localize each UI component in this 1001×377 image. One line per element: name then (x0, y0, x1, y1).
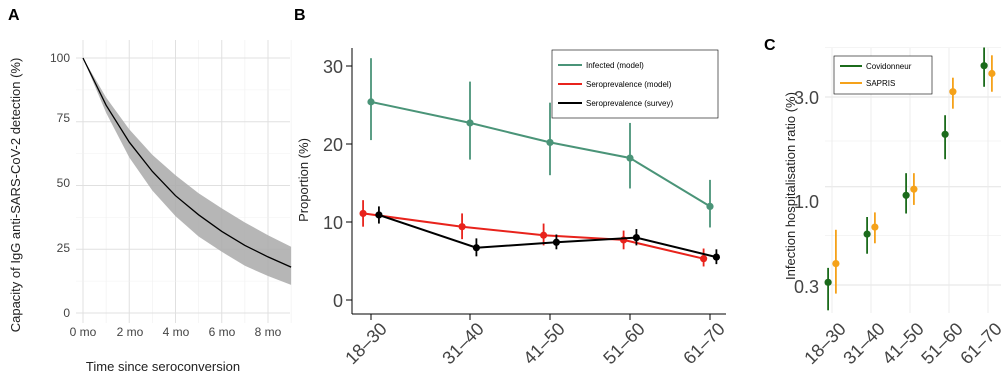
panel-b-legend: Infected (model) Seroprevalence (model) … (551, 49, 719, 119)
panel-c-x-ticks: 18–30 31–40 41–50 51–60 61–70 (800, 319, 1001, 369)
panel-c-point-sapris (949, 88, 957, 96)
panel-b-point-infected-model (626, 154, 634, 162)
panel-b-point-infected-model (706, 202, 714, 210)
panel-b-x-ticks: 18–30 31–40 41–50 51–60 61–70 (341, 314, 729, 368)
panel-b-point-seroprevalence-survey (375, 211, 383, 219)
panel-c-y-axis-title: Infection hospitalisation ratio (%) (783, 92, 798, 280)
panel-a-xtick-0: 0 mo (70, 325, 97, 339)
panel-c-point-covidonneur (824, 278, 832, 286)
panel-b-point-infected-model (546, 138, 554, 147)
panel-a-grid (76, 40, 292, 323)
panel-a-letter: A (8, 7, 20, 24)
panel-c-ytick-03: 0.3 (794, 277, 819, 297)
panel-a-x-ticks: 0 mo 2 mo 4 mo 6 mo 8 mo (70, 325, 282, 339)
panel-c-point-covidonneur (902, 191, 910, 199)
panel-b-point-seroprevalence-model (700, 255, 708, 263)
panel-a-xtick-6: 6 mo (209, 325, 236, 339)
panel-a-ytick-100: 100 (50, 51, 70, 65)
panel-a-xtick-2: 2 mo (117, 325, 144, 339)
panel-b-point-seroprevalence-model (359, 209, 367, 218)
legend-label-seroprevalence-survey: Seroprevalence (survey) (586, 99, 673, 108)
panel-a-ytick-0: 0 (63, 306, 70, 320)
panel-b-point-infected-model (466, 119, 474, 127)
panel-b-point-seroprevalence-model (540, 231, 548, 239)
panel-b-point-seroprevalence-survey (712, 253, 721, 261)
panel-b-ytick-30: 30 (323, 57, 343, 77)
panel-c-point-sapris (988, 69, 996, 78)
panel-b-ytick-20: 20 (323, 135, 343, 155)
panel-b-series (359, 58, 721, 267)
panel-a-xtick-8: 8 mo (255, 325, 282, 339)
panel-b-point-seroprevalence-survey (632, 234, 641, 242)
panel-a-ytick-75: 75 (57, 111, 71, 125)
panel-c-y-ticks: 3.0 1.0 0.3 (794, 88, 819, 297)
panel-b-point-seroprevalence-survey (472, 244, 480, 252)
panel-b-ytick-10: 10 (323, 213, 343, 233)
panel-a-ytick-25: 25 (57, 241, 71, 255)
panel-a-confidence-band (83, 58, 292, 285)
panel-b-xtick-51-60: 51–60 (599, 319, 649, 369)
panel-b: B 0 10 20 30 18–30 31–40 41–50 51–60 61–… (294, 7, 729, 368)
panel-b-y-axis-title: Proportion (%) (296, 138, 311, 222)
panel-b-line-seroprevalence-model (362, 212, 704, 260)
panel-b-xtick-61-70: 61–70 (679, 319, 729, 369)
panel-c-xtick-61-70: 61–70 (956, 319, 1001, 369)
panel-b-point-seroprevalence-survey (552, 238, 561, 246)
panel-b-letter: B (294, 7, 306, 24)
panel-c-xtick-51-60: 51–60 (917, 319, 967, 369)
panel-c-point-covidonneur (941, 130, 949, 138)
panel-c-series (824, 47, 996, 311)
panel-c-legend-box (833, 55, 933, 95)
panel-a-y-ticks: 0 25 50 75 100 (50, 51, 70, 320)
panel-b-xtick-41-50: 41–50 (519, 319, 569, 369)
panel-a-y-axis-title: Capacity of IgG anti-SARS-CoV-2 detectio… (8, 58, 23, 333)
legend-label-seroprevalence-model: Seroprevalence (model) (586, 80, 672, 89)
panel-c-xtick-18-30: 18–30 (800, 319, 850, 369)
panel-c-ytick-1: 1.0 (794, 192, 819, 212)
panel-a-detection-curve (82, 57, 292, 268)
legend-label-covidonneur: Covidonneur (866, 62, 912, 71)
panel-c-point-sapris (832, 259, 840, 268)
panel-c-legend: Covidonneur SAPRIS (833, 55, 933, 95)
legend-label-infected-model: Infected (model) (586, 61, 644, 70)
panel-c-point-covidonneur (863, 230, 871, 238)
panel-a-plot-area (76, 40, 292, 323)
panel-c-letter: C (764, 37, 776, 54)
panel-c: C 3.0 1.0 0.3 18–30 31–40 41–50 51–60 61… (764, 37, 1001, 368)
panel-b-xtick-18-30: 18–30 (341, 319, 391, 369)
panel-c-point-sapris (910, 185, 918, 193)
panel-b-axes (351, 48, 726, 315)
panel-b-ytick-0: 0 (333, 291, 343, 311)
panel-a-xtick-4: 4 mo (163, 325, 190, 339)
legend-label-sapris: SAPRIS (866, 79, 895, 88)
panel-c-ytick-3: 3.0 (794, 88, 819, 108)
panel-c-xtick-31-40: 31–40 (839, 319, 889, 369)
panel-b-point-infected-model (367, 98, 375, 106)
panel-a-ytick-50: 50 (57, 176, 71, 190)
panel-b-point-seroprevalence-model (458, 223, 466, 231)
panel-c-xtick-41-50: 41–50 (878, 319, 928, 369)
panel-c-point-covidonneur (980, 62, 988, 70)
panel-a: A 0 25 50 75 100 0 mo 2 mo 4 mo 6 mo 8 m… (8, 7, 292, 374)
panel-b-xtick-31-40: 31–40 (438, 319, 488, 369)
panel-b-y-ticks: 0 10 20 30 (323, 57, 352, 311)
panel-c-point-sapris (871, 223, 879, 231)
panel-a-x-axis-title: Time since seroconversion (86, 359, 240, 374)
